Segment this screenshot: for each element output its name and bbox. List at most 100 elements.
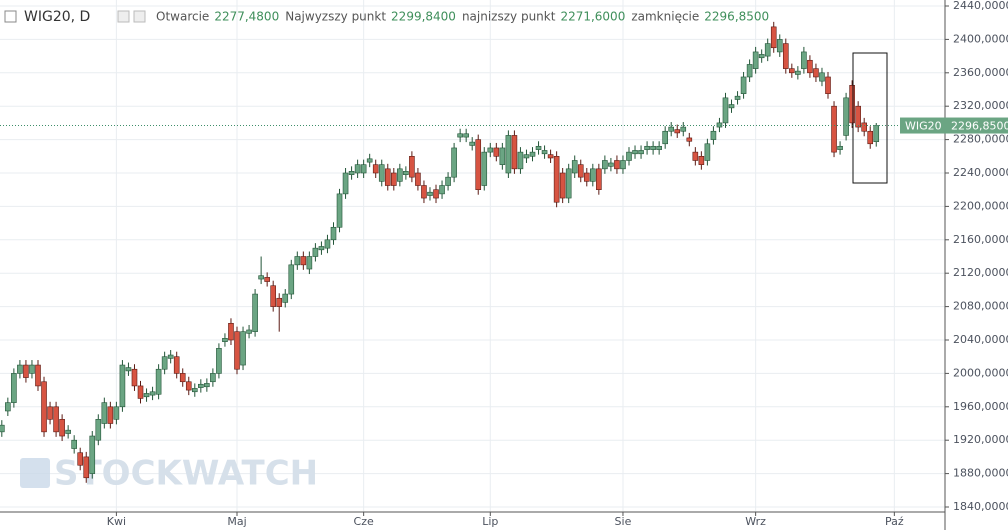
settings-icon: [117, 10, 130, 23]
candle-body: [499, 147, 506, 165]
candle-body: [493, 147, 500, 157]
candle-body: [5, 402, 11, 412]
candle-body: [535, 145, 542, 150]
candle-body: [638, 150, 644, 155]
candle-body: [89, 435, 96, 474]
candle-body: [354, 164, 361, 174]
y-tick-label: 1960,0000: [953, 400, 1008, 413]
candle-body: [541, 150, 548, 155]
x-tick-label: Maj: [227, 515, 246, 528]
candle-body: [602, 160, 608, 170]
candle-body: [819, 72, 825, 82]
candle-body: [668, 126, 675, 132]
y-tick-label: 1880,0000: [953, 467, 1008, 480]
candle-body: [662, 130, 668, 145]
y-tick-label: 2240,0000: [953, 166, 1008, 179]
candle-body: [95, 419, 102, 441]
candle-body: [324, 239, 331, 249]
candle-body: [626, 151, 632, 161]
candle-body: [113, 406, 120, 420]
candle-body: [17, 364, 23, 374]
candle-body: [228, 322, 234, 341]
candle-body: [131, 368, 138, 387]
candle-body: [837, 145, 843, 150]
candle-body: [366, 158, 373, 163]
candle-body: [620, 160, 626, 170]
candle-body: [409, 156, 415, 178]
candle-body: [29, 364, 35, 374]
candle-body: [65, 429, 71, 434]
candle-body: [656, 145, 662, 150]
candle-body: [246, 329, 252, 334]
x-tick-label: Paź: [885, 515, 904, 528]
candle-body: [384, 168, 391, 186]
candle-body: [0, 424, 5, 433]
candle-body: [825, 76, 831, 94]
candle-body: [686, 137, 693, 142]
candle-body: [276, 297, 283, 307]
candle-body: [372, 164, 379, 174]
candle-body: [427, 191, 433, 196]
candle-body: [457, 133, 463, 138]
y-tick-label: 2000,0000: [953, 366, 1008, 379]
candle-body: [801, 51, 807, 69]
candle-body: [770, 26, 777, 49]
candle-body: [487, 147, 494, 153]
candle-body: [855, 105, 861, 128]
y-tick-label: 2320,0000: [953, 99, 1008, 112]
candle-body: [577, 164, 584, 178]
candle-body: [47, 406, 53, 420]
candle-body: [204, 383, 210, 388]
y-tick-label: 1920,0000: [953, 433, 1008, 446]
legend-field-value: 2271,6000: [560, 10, 625, 24]
candle-body: [583, 172, 590, 182]
candle-body: [734, 95, 741, 100]
candle-body: [137, 385, 144, 399]
candle-body: [849, 85, 855, 124]
candle-body: [11, 373, 17, 403]
x-tick-label: Sie: [615, 515, 632, 528]
candle-body: [167, 354, 174, 359]
candle-body: [378, 164, 385, 182]
header: WIG20, D Otwarcie 2277,4800 Najwyzszy punkt…: [4, 9, 769, 25]
y-tick-label: 1840,0000: [953, 500, 1008, 513]
legend-field-value: 2296,8500: [704, 10, 769, 24]
candle-body: [758, 54, 765, 59]
symbol: WIG20, D: [24, 9, 90, 25]
candle-body: [698, 156, 705, 165]
candle-body: [240, 331, 246, 366]
x-tick-label: Wrz: [745, 515, 766, 528]
candle-body: [421, 185, 427, 199]
candle-body: [873, 125, 880, 143]
last-price-box: [900, 117, 1008, 134]
y-tick-label: 2120,0000: [953, 266, 1008, 279]
candle-body: [270, 285, 276, 307]
x-tick-label: Kwi: [107, 515, 126, 528]
y-tick-label: 2360,0000: [953, 66, 1008, 79]
candle-body: [571, 160, 578, 174]
candle-body: [517, 151, 524, 170]
watermark-icon: [20, 458, 50, 488]
candle-body: [439, 185, 445, 195]
candle-body: [831, 105, 837, 153]
legend-field-value: 2299,8400: [391, 10, 456, 24]
candle-body: [590, 168, 596, 182]
candle-body: [469, 141, 475, 146]
candle-body: [300, 256, 307, 266]
candle-body: [234, 331, 240, 370]
candle-body: [53, 406, 59, 433]
y-tick-label: 2440,0000: [953, 0, 1008, 12]
candle-body: [173, 356, 180, 374]
candle-body: [336, 193, 343, 228]
candle-body: [674, 129, 681, 134]
candle-body: [704, 143, 711, 161]
y-tick-label: 2280,0000: [953, 133, 1008, 146]
candle-body: [722, 97, 729, 124]
candle-body: [565, 168, 572, 199]
candle-body: [191, 388, 198, 393]
candle-body: [433, 189, 439, 199]
candle-body: [161, 356, 168, 370]
candle-body: [596, 168, 602, 190]
candle-body: [185, 381, 192, 391]
candle-body: [789, 68, 795, 74]
